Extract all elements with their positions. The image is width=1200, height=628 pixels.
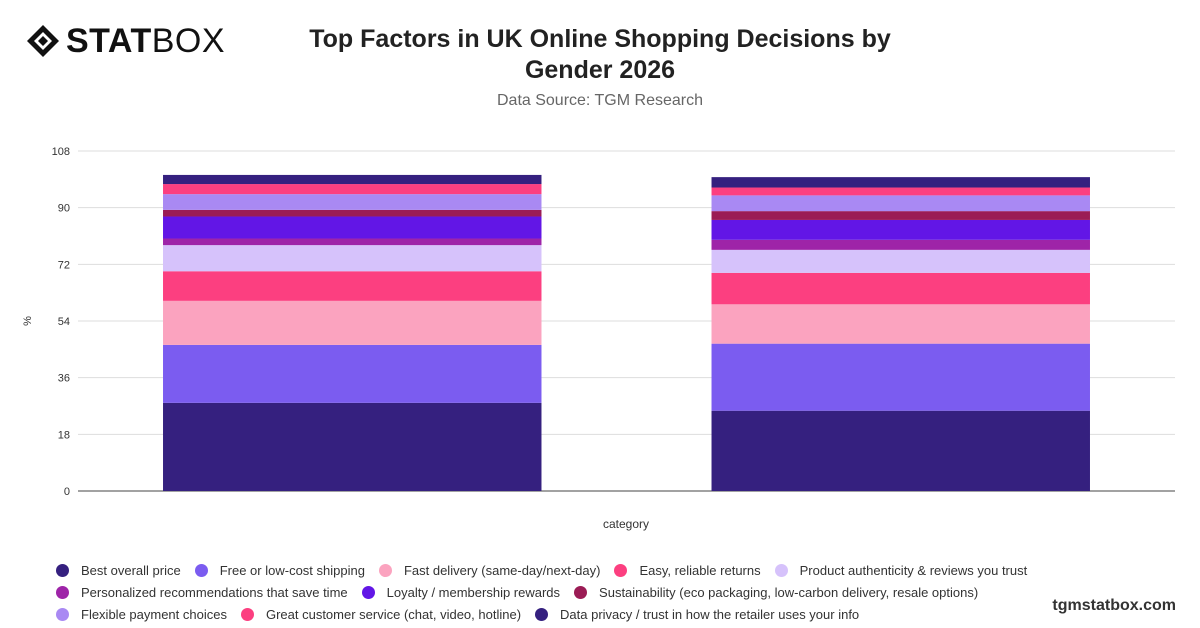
bar-segment (711, 219, 1090, 240)
legend-label: Data privacy / trust in how the retailer… (560, 606, 860, 622)
bar-segment (163, 174, 542, 185)
x-axis-label: category (603, 517, 649, 531)
chart-title: Top Factors in UK Online Shopping Decisi… (309, 25, 891, 84)
bar-segment (163, 238, 542, 246)
y-tick-label: 90 (58, 203, 70, 215)
legend-swatch-icon (56, 585, 69, 599)
logo-wordmark: STATBOX (66, 24, 225, 58)
bar-segment (163, 300, 542, 345)
logo-text-bold: STAT (66, 22, 152, 60)
y-tick-label: 108 (52, 146, 70, 158)
legend-swatch-icon (56, 607, 69, 621)
legend-item: Flexible payment choices (56, 603, 227, 625)
legend-label: Personalized recommendations that save t… (81, 584, 348, 600)
bar-segment (711, 187, 1090, 196)
legend-label: Best overall price (81, 562, 181, 578)
legend-label: Great customer service (chat, video, hot… (265, 606, 522, 622)
legend-swatch-icon (378, 563, 392, 577)
diamond-logo-icon (27, 25, 59, 57)
bar-segment (163, 209, 542, 217)
bar-segment (163, 216, 542, 239)
bar-segment (163, 194, 542, 210)
bar-segment (711, 249, 1090, 273)
legend-label: Fast delivery (same-day/next-day) (403, 562, 601, 578)
bar-segment (711, 410, 1090, 491)
y-tick-labels: 0 18 36 54 72 90 108 (52, 146, 70, 498)
bar-segment (711, 195, 1090, 212)
bar-segment (711, 239, 1090, 250)
bar-segment (711, 272, 1090, 305)
bar-segment (163, 271, 542, 301)
statbox-logo: STATBOX (26, 24, 225, 58)
chart-subtitle: Data Source: TGM Research (496, 92, 703, 109)
bar-segment (711, 211, 1090, 220)
site-url: tgmstatbox.com (1052, 597, 1176, 614)
bars (163, 174, 1090, 491)
legend-label: Product authenticity & reviews you trust (799, 562, 1028, 578)
bar-segment (711, 304, 1090, 344)
legend-item: Product authenticity & reviews you trust (774, 559, 1028, 581)
legend-item: Free or low-cost shipping (194, 559, 365, 581)
legend-item: Easy, reliable returns (614, 559, 761, 581)
bar-segment (711, 177, 1090, 188)
legend-swatch-icon (194, 563, 208, 577)
legend-swatch-icon (774, 563, 788, 577)
bar-segment (163, 184, 542, 195)
legend-item: Best overall price (56, 559, 181, 581)
legend-label: Free or low-cost shipping (219, 562, 365, 578)
legend: Best overall price Free or low-cost shipp… (56, 559, 1176, 625)
legend-swatch-icon (361, 585, 375, 599)
legend-swatch-icon (574, 585, 588, 599)
bar-segment (163, 344, 542, 403)
legend-label: Sustainability (eco packaging, low-carbo… (599, 584, 979, 600)
legend-label: Flexible payment choices (81, 606, 227, 622)
legend-item: Great customer service (chat, video, hot… (240, 603, 522, 625)
bar-segment (711, 343, 1090, 411)
legend-swatch-icon (240, 607, 254, 621)
logo-text-light: BOX (151, 22, 226, 60)
legend-label: Easy, reliable returns (639, 562, 761, 578)
y-tick-label: 36 (58, 373, 70, 385)
y-axis-label: % (22, 316, 34, 326)
y-tick-label: 0 (64, 486, 70, 498)
y-tick-label: 72 (58, 259, 70, 271)
legend-item: Data privacy / trust in how the retailer… (535, 603, 859, 625)
bar-segment (163, 245, 542, 272)
bar-segment (163, 402, 542, 491)
legend-items: Best overall price Free or low-cost shipp… (56, 559, 1176, 625)
legend-swatch-icon (614, 563, 628, 577)
legend-item: Fast delivery (same-day/next-day) (378, 559, 601, 581)
y-tick-label: 18 (58, 429, 70, 441)
legend-item: Sustainability (eco packaging, low-carbo… (574, 581, 978, 603)
legend-swatch-icon (56, 563, 69, 577)
legend-item: Personalized recommendations that save t… (56, 581, 348, 603)
legend-label: Loyalty / membership rewards (386, 584, 561, 600)
legend-swatch-icon (535, 607, 549, 621)
y-tick-label: 54 (58, 316, 70, 328)
legend-item: Loyalty / membership rewards (361, 581, 561, 603)
